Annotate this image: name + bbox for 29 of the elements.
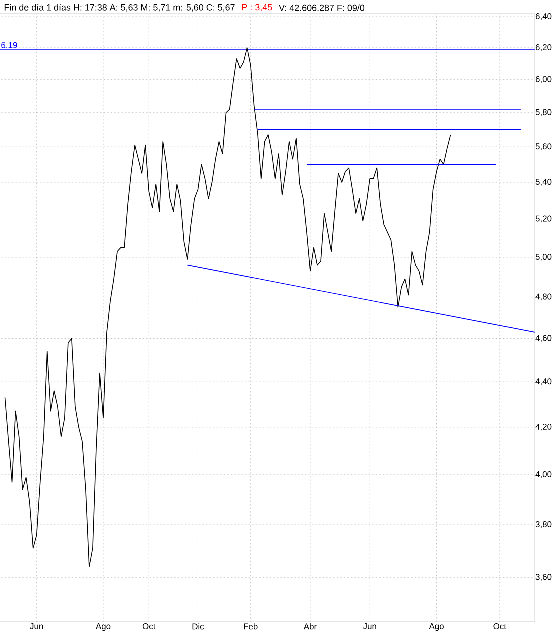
y-tick-label: 5,40 bbox=[536, 179, 552, 186]
y-tick-label: 6,00 bbox=[536, 76, 552, 84]
x-tick-label: Oct bbox=[494, 624, 506, 630]
x-tick-label: Dic bbox=[192, 624, 204, 630]
y-tick-label: 4,60 bbox=[536, 335, 552, 342]
ref-line-label: 6.19 bbox=[2, 42, 18, 48]
x-tick-label: Jun bbox=[30, 624, 44, 630]
chart-title: Fin de día 1 días H: 17:38 A: 5,63 M: 5,71 m: 5,60 C: 5,67 bbox=[4, 4, 235, 12]
y-tick-label: 5,60 bbox=[536, 144, 552, 151]
y-tick-label: 3,80 bbox=[536, 521, 552, 528]
y-tick-label: 5,20 bbox=[536, 216, 552, 223]
y-tick-label: 6,40 bbox=[536, 14, 552, 20]
y-tick-label: 6,20 bbox=[536, 44, 552, 52]
text: P : 3,45 bbox=[242, 4, 272, 12]
x-tick-label: Ago bbox=[429, 624, 444, 632]
y-tick-label: 4,20 bbox=[536, 424, 552, 431]
y-tick-label: 3,60 bbox=[536, 574, 552, 582]
y-tick-label: 5,80 bbox=[536, 109, 552, 116]
x-tick-label: Oct bbox=[142, 624, 156, 630]
y-tick-label: 4,80 bbox=[536, 294, 552, 301]
text: V: 42.606.287 F: 09/0 bbox=[279, 4, 365, 12]
x-tick-label: Feb bbox=[244, 624, 258, 630]
x-tick-label: Jun bbox=[363, 624, 376, 630]
y-tick-label: 5,00 bbox=[536, 254, 552, 261]
line-series bbox=[4, 48, 452, 568]
x-tick-label: Ago bbox=[96, 624, 111, 632]
x-tick-label: Abr bbox=[304, 624, 317, 630]
y-tick-label: 4,40 bbox=[536, 378, 552, 386]
y-tick-label: 4,00 bbox=[536, 471, 552, 478]
